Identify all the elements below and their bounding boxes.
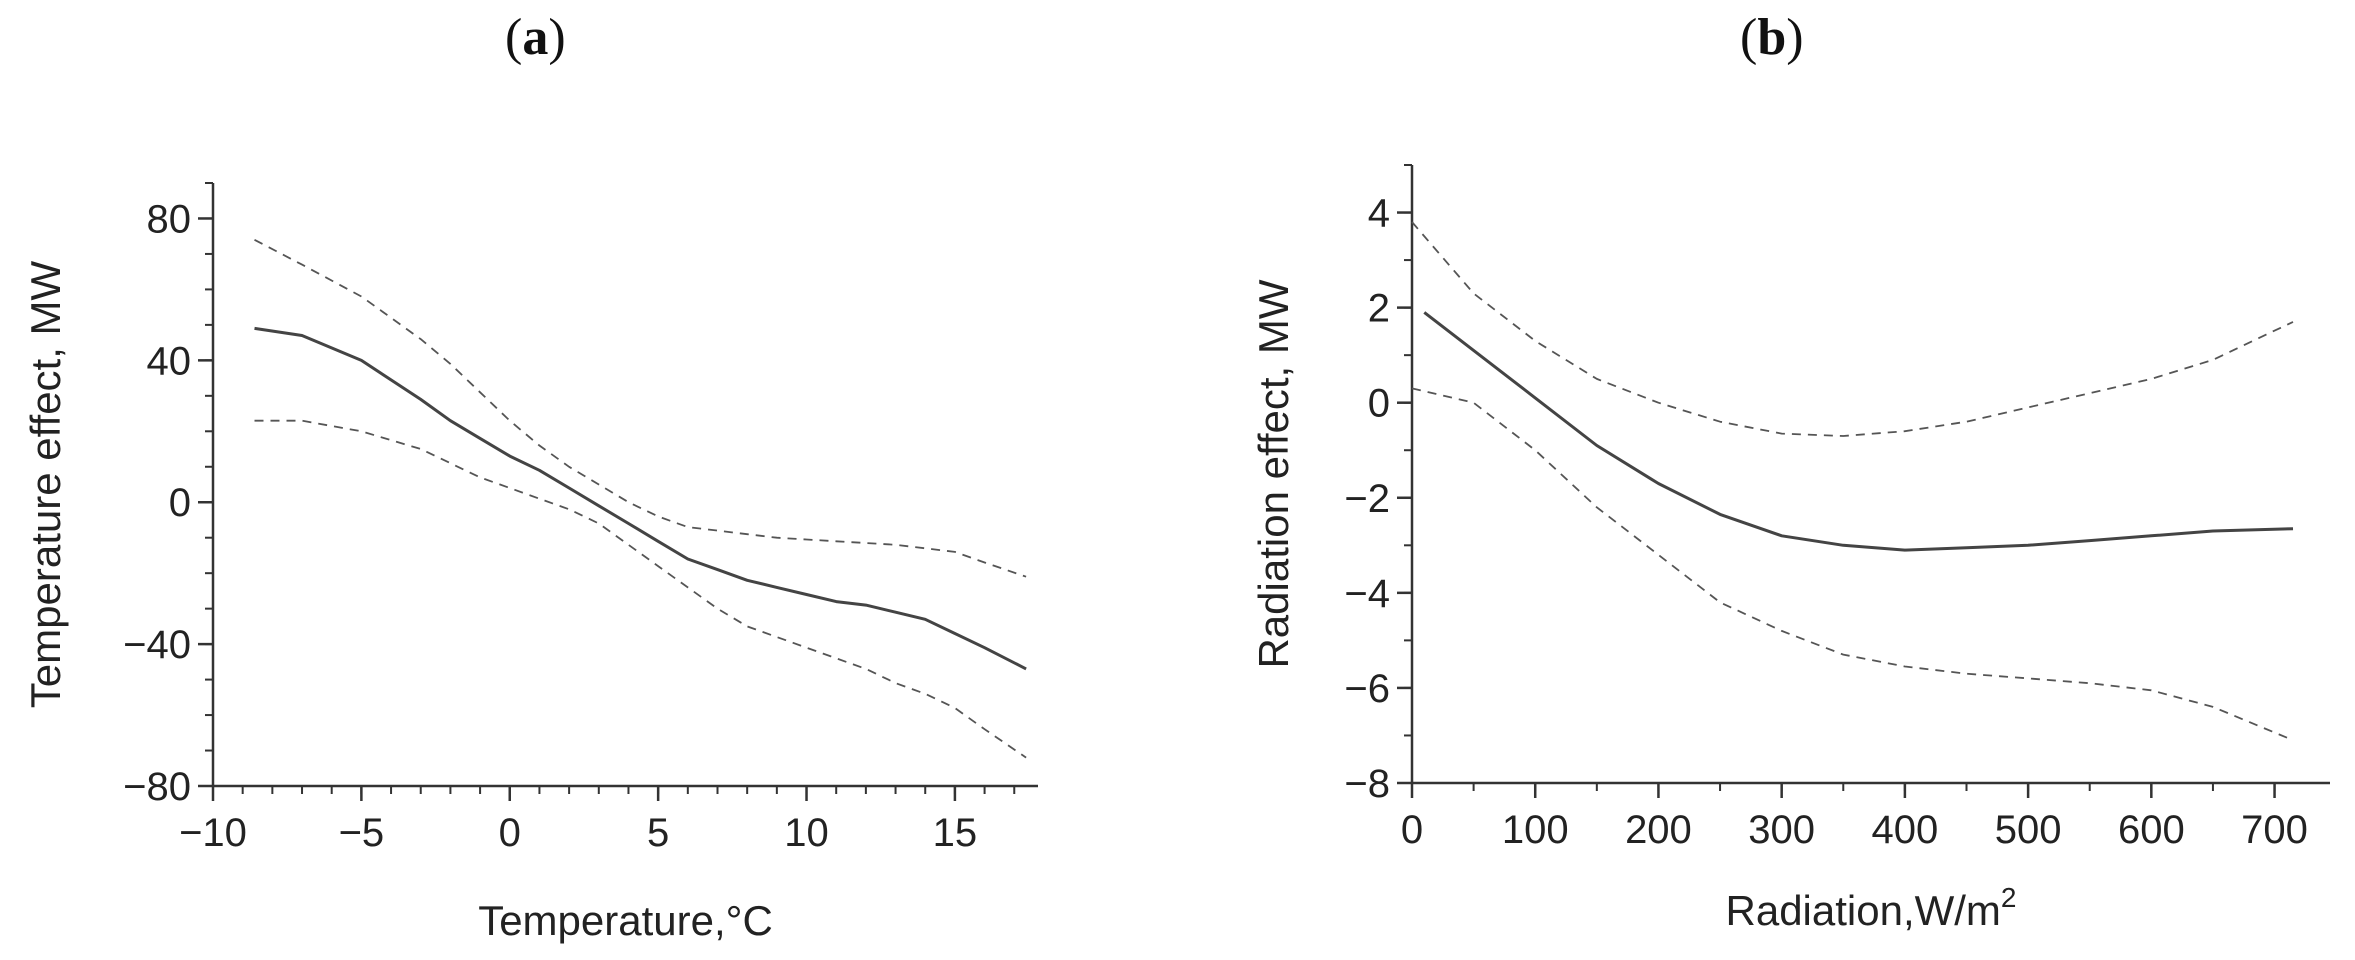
y-tick-label: 2 xyxy=(1368,287,1390,331)
y-tick-label: −80 xyxy=(123,765,191,809)
series-estimate-line xyxy=(1423,311,2294,552)
chart-a: −10 −5 0 5 10 15 −80 −40 0 40 80 Temperature,°C Temp… xyxy=(22,182,1038,944)
series-upper-bound-line xyxy=(254,239,1027,578)
panel-a-label: (a) xyxy=(505,9,566,66)
series-lower-bound-line xyxy=(254,419,1027,759)
y-tick-label: −2 xyxy=(1344,477,1390,521)
panel-b-label: (b) xyxy=(1740,9,1804,66)
y-axis-title: Radiation effect, MW xyxy=(1250,279,1297,668)
y-tick-label: −40 xyxy=(123,623,191,667)
x-tick-label: 200 xyxy=(1625,808,1692,852)
x-tick-label: 100 xyxy=(1502,808,1569,852)
x-axis-title-superscript: 2 xyxy=(2001,882,2017,913)
x-axis-title: Temperature,°C xyxy=(478,897,773,944)
x-tick-label: −5 xyxy=(339,811,385,855)
series-lower-bound-line xyxy=(1411,387,2294,742)
y-tick-label: 40 xyxy=(147,339,192,383)
y-tick-label: −6 xyxy=(1344,667,1390,711)
y-tick-label: −8 xyxy=(1344,762,1390,806)
x-tick-label: 500 xyxy=(1995,808,2062,852)
y-tick-label: 80 xyxy=(147,197,192,241)
x-tick-label: 600 xyxy=(2118,808,2185,852)
x-tick-label: 400 xyxy=(1872,808,1939,852)
x-tick-label: −10 xyxy=(179,811,247,855)
panel-a-letter: a xyxy=(522,9,549,66)
x-tick-label: 5 xyxy=(647,811,669,855)
x-tick-label: 15 xyxy=(933,811,978,855)
y-axis-title: Temperature effect, MW xyxy=(22,260,69,708)
y-tick-label: 4 xyxy=(1368,192,1390,236)
series-upper-bound-line xyxy=(1411,221,2294,437)
x-tick-label: 10 xyxy=(784,811,829,855)
chart-b: 0 100 200 300 400 500 600 700 −8 −6 −4 −2 0 2 4 Radiati… xyxy=(1250,164,2330,934)
y-tick-label: 0 xyxy=(169,481,191,525)
x-tick-label: 0 xyxy=(1401,808,1423,852)
x-tick-label: 700 xyxy=(2241,808,2308,852)
series-estimate-line xyxy=(254,326,1027,671)
y-tick-label: −4 xyxy=(1344,572,1390,616)
x-axis-title: Radiation,W/m2 xyxy=(1726,882,2017,934)
y-tick-label: 0 xyxy=(1368,382,1390,426)
x-tick-label: 300 xyxy=(1748,808,1815,852)
panel-b-letter: b xyxy=(1757,9,1787,66)
x-tick-label: 0 xyxy=(499,811,521,855)
